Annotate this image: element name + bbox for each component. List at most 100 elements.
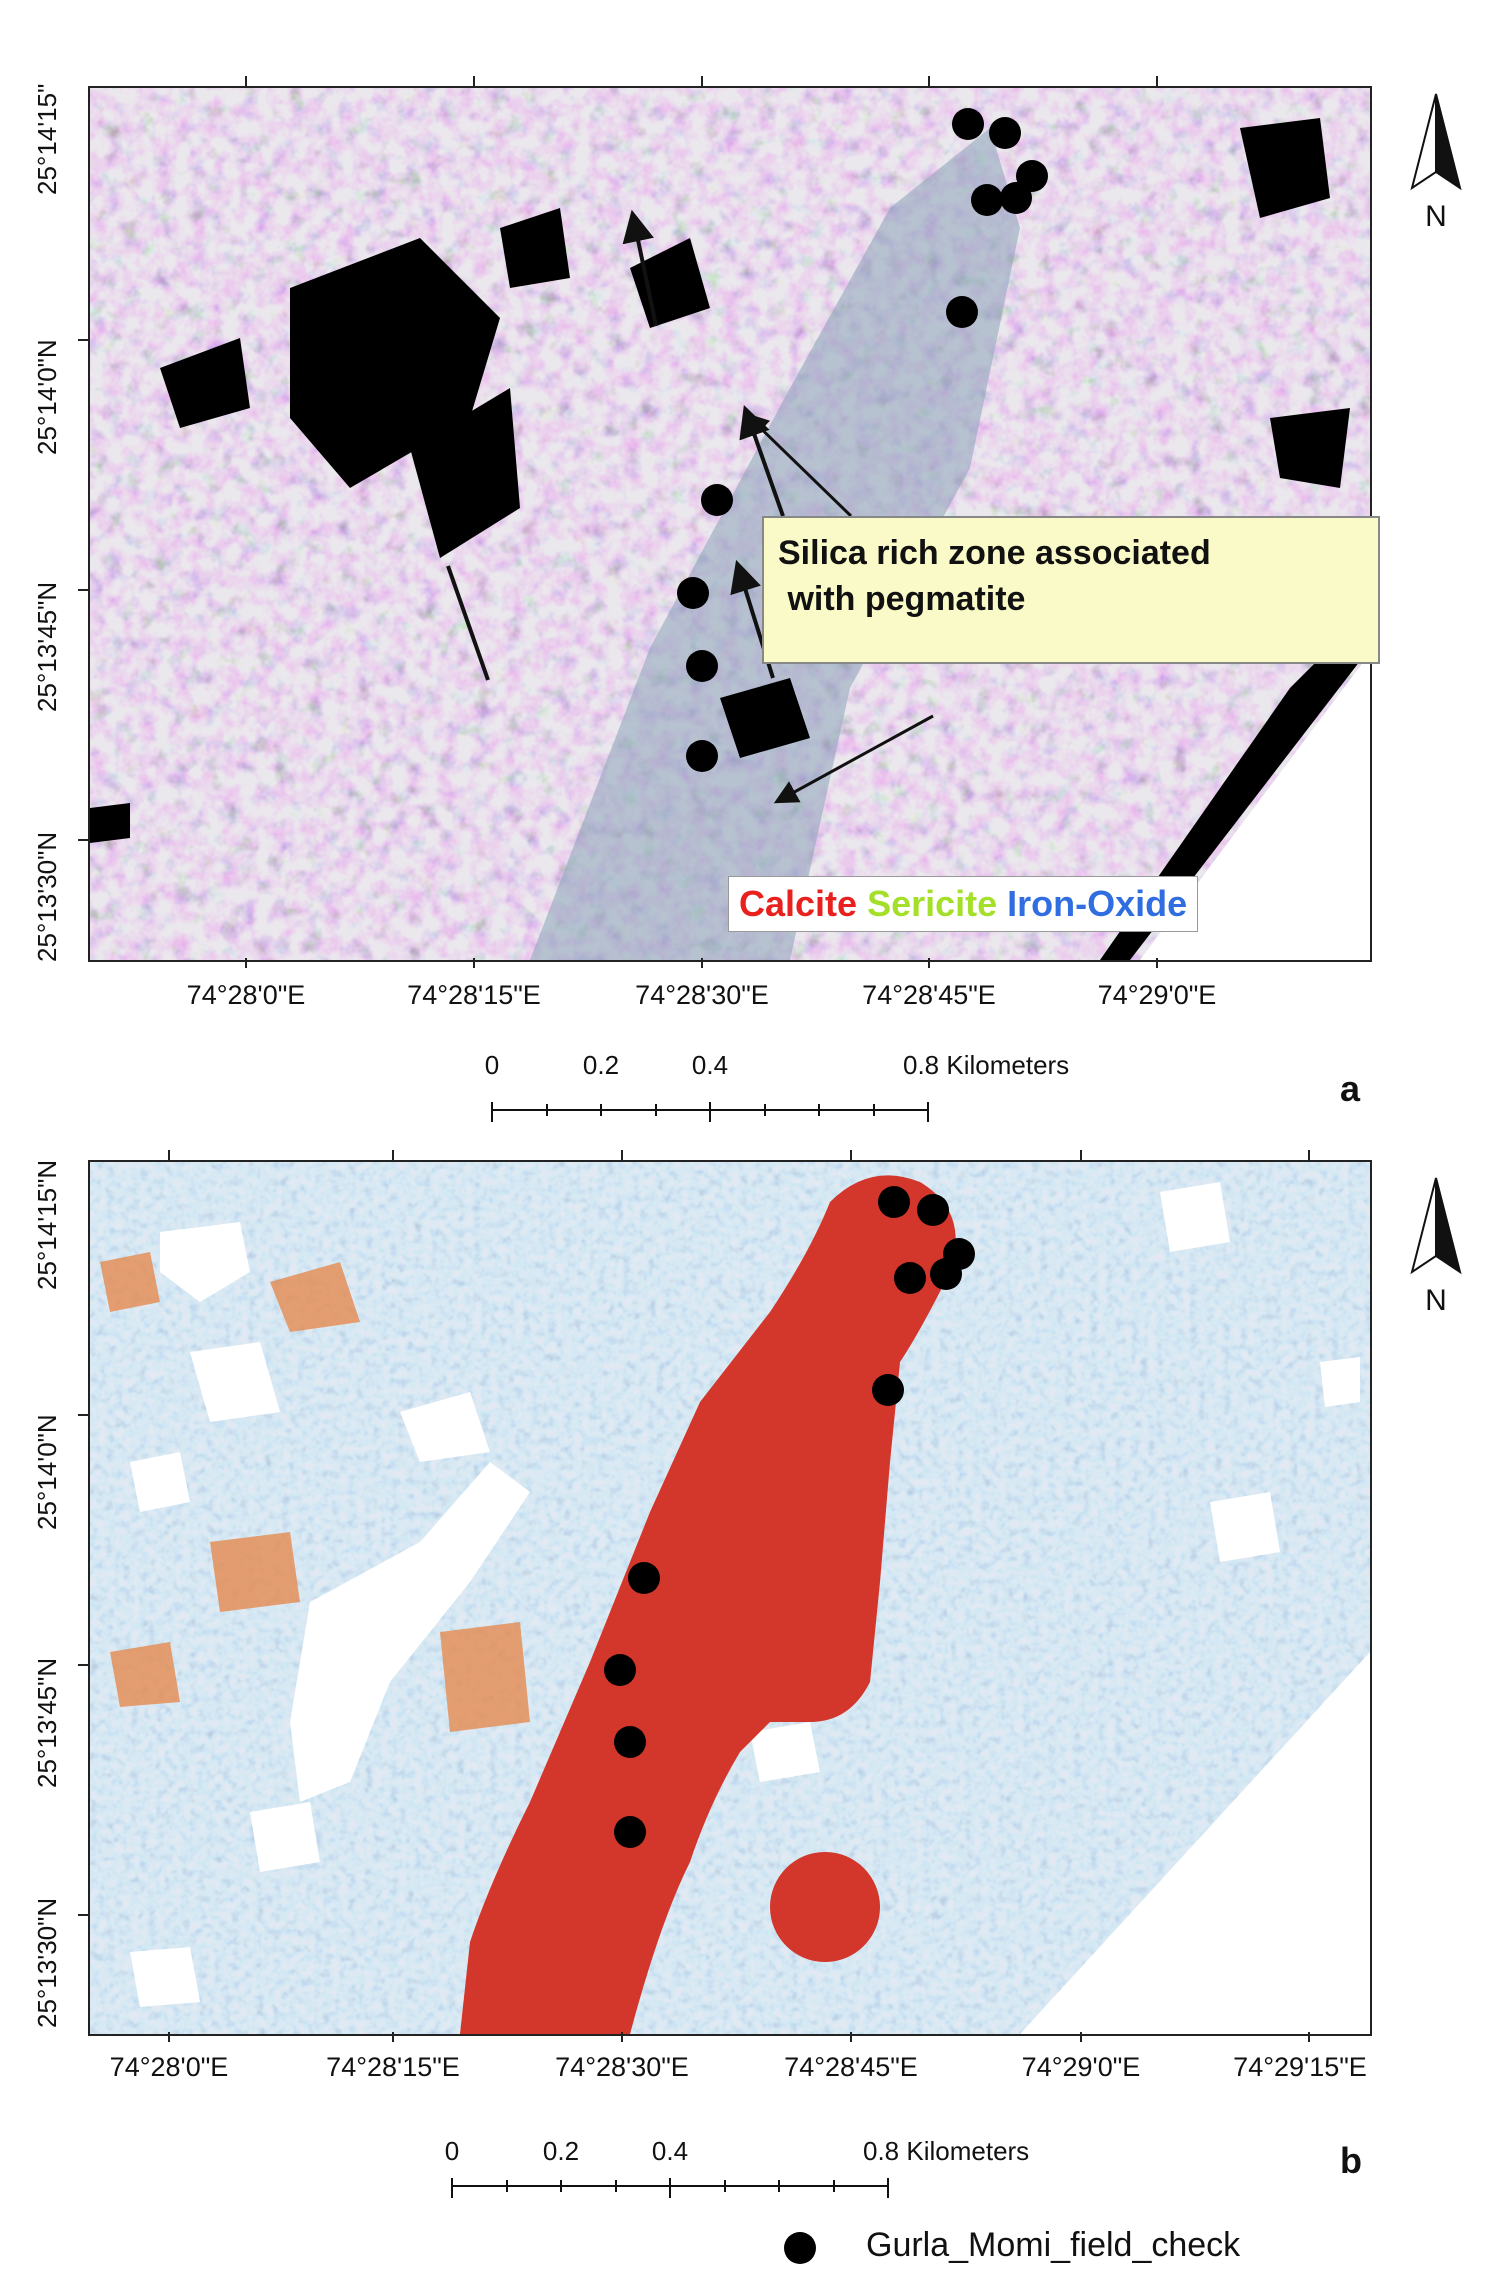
lat-label: 25°14'0"N [32,1414,62,1530]
field-check-point[interactable] [989,117,1021,149]
north-arrow-icon [1410,1177,1462,1275]
tick [78,1414,88,1416]
tick [928,958,930,968]
calcite-anomaly-zone [460,1175,956,2034]
lon-label: 74°28'45"E [862,980,996,1010]
field-check-point[interactable] [872,1374,904,1406]
lon-label: 74°28'45"E [784,2052,918,2082]
north-arrow-icon [1410,93,1462,191]
tick [78,1914,88,1916]
lat-label: 25°14'0"N [32,339,62,455]
tick [473,76,475,86]
tick [78,589,88,591]
tick [928,76,930,86]
lat-label: 25°14'15"N [32,1159,62,1290]
field-check-point[interactable] [604,1654,636,1686]
tick [245,958,247,968]
field-check-point[interactable] [677,577,709,609]
scale-label: 0.2 [542,2136,580,2166]
field-check-legend-label: Gurla_Momi_field_check [866,2226,1241,2264]
tick [1308,2032,1310,2042]
arrow [446,565,490,681]
tick [1308,1150,1310,1160]
lat-label: 25°13'45"N [32,1657,62,1788]
panel-a-map[interactable] [88,86,1372,962]
lon-label: 74°28'30"E [555,2052,689,2082]
scale-label: 0 [484,1050,500,1080]
panel-a-arrows [446,108,1048,804]
panel-a-imagery [90,88,1370,960]
field-check-point[interactable] [686,740,718,772]
lon-label: 74°29'0"E [1097,980,1217,1010]
nodata-patches [130,1182,1360,2007]
scale-label: 0.8 Kilometers [863,2136,1030,2166]
field-check-point[interactable] [1000,182,1032,214]
arrow [739,404,785,517]
tick [1080,1150,1082,1160]
tick [701,958,703,968]
lon-label: 74°28'15"E [407,980,541,1010]
panel-b-anomaly-map [90,1162,1370,2034]
tick [392,1150,394,1160]
callout-line-2: with pegmatite [778,580,1026,618]
tick [850,2032,852,2042]
panel-label-b: b [1340,2140,1362,2181]
panel-b-map[interactable] [88,1160,1372,2036]
field-check-point[interactable] [1016,160,1048,192]
lon-label: 74°29'0"E [1021,2052,1141,2082]
tick [1080,2032,1082,2042]
lon-label: 74°28'0"E [109,2052,229,2082]
tick [701,76,703,86]
field-check-point[interactable] [952,108,984,140]
lat-label: 25°13'45"N [32,581,62,712]
field-check-point[interactable] [614,1816,646,1848]
field-check-point[interactable] [971,184,1003,216]
field-check-legend-marker [784,2232,816,2264]
arrow [622,209,658,327]
scale-bar-a [491,1102,929,1122]
field-check-point[interactable] [917,1194,949,1226]
scale-label: 0.4 [651,2136,689,2166]
callout-line-1: Silica rich zone associated [778,534,1211,572]
scale-bar-b [451,2178,889,2198]
lat-label: 25°13'30"N [32,1897,62,2028]
lon-label: 74°29'15"E [1233,2052,1367,2082]
tick [621,2032,623,2042]
field-check-point[interactable] [878,1186,910,1218]
tick [245,76,247,86]
scale-label: 0.2 [582,1050,620,1080]
dark-patches [90,118,1350,843]
field-check-point[interactable] [686,650,718,682]
field-check-point[interactable] [614,1726,646,1758]
lat-label: 25°14'15" [32,83,62,195]
panel-label-a: a [1340,1068,1361,1109]
scale-label: 0.4 [691,1050,729,1080]
calcite-anomaly-blob [770,1852,880,1962]
field-check-point[interactable] [701,484,733,516]
north-label: N [1425,200,1447,233]
legend-calcite: Calcite [739,883,858,924]
field-check-point[interactable] [946,296,978,328]
scale-label: 0.8 Kilometers [903,1050,1070,1080]
lon-label: 74°28'15"E [326,2052,460,2082]
lon-label: 74°28'30"E [635,980,769,1010]
field-check-point[interactable] [628,1562,660,1594]
tick [168,2032,170,2042]
lon-label: 74°28'0"E [186,980,306,1010]
tick [78,1664,88,1666]
lat-label: 25°13'30"N [32,831,62,962]
scale-label: 0 [444,2136,460,2166]
tick [850,1150,852,1160]
tick [1156,76,1158,86]
tick [78,339,88,341]
north-label: N [1425,1284,1447,1317]
arrow [744,412,853,518]
mineral-legend: Calcite Sericite Iron-Oxide [728,876,1199,932]
tick [1156,958,1158,968]
field-check-point[interactable] [930,1258,962,1290]
field-check-point[interactable] [894,1262,926,1294]
tick [621,1150,623,1160]
tick [392,2032,394,2042]
tick [78,839,88,841]
arrow [773,714,934,804]
